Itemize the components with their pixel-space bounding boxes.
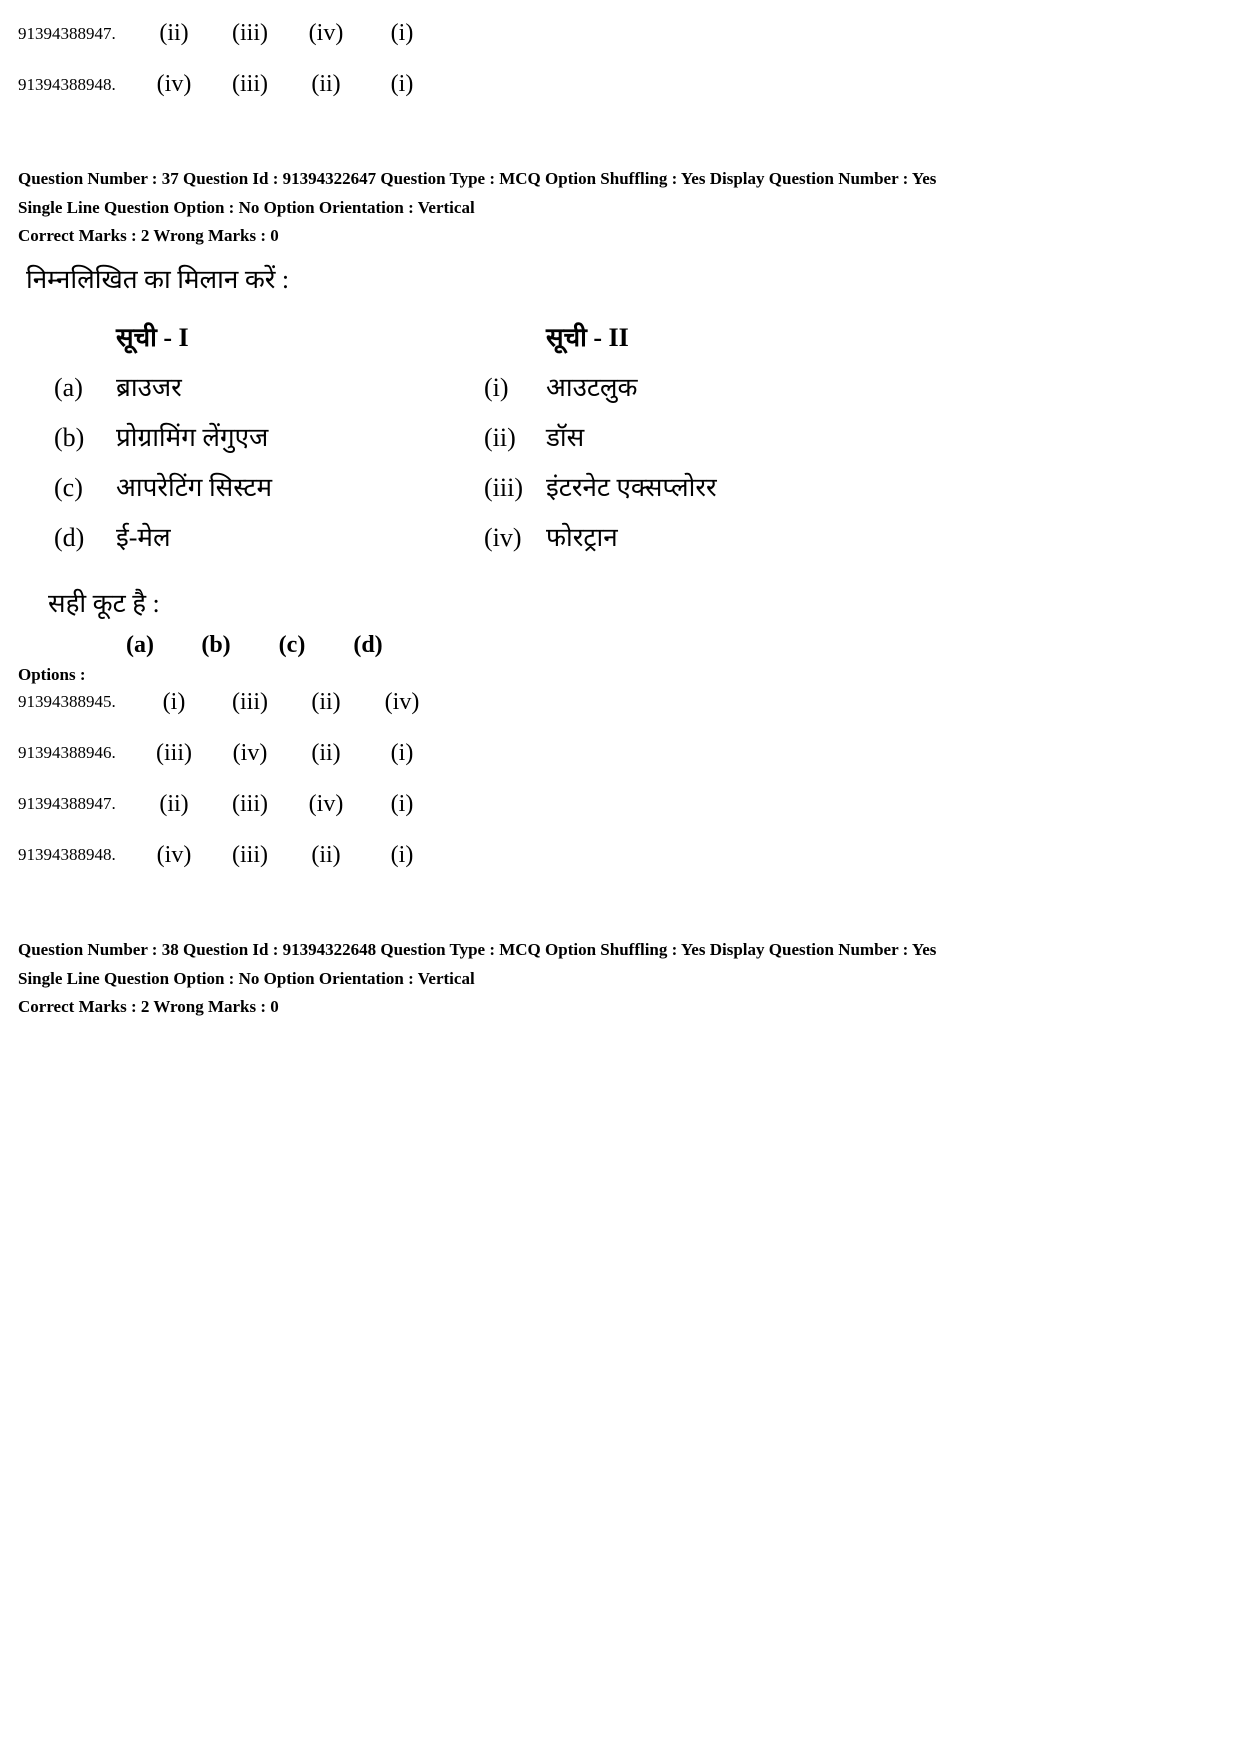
- option-id: 91394388947.: [18, 24, 150, 44]
- codes-header-cell: (c): [268, 632, 316, 659]
- roman-group: (iii) (iv) (ii) (i): [150, 740, 426, 767]
- roman-cell: (ii): [302, 842, 350, 869]
- roman-cell: (iii): [226, 842, 274, 869]
- option-id: 91394388946.: [18, 743, 150, 763]
- list-item: (a) ब्राउजर: [54, 368, 484, 404]
- option-row[interactable]: 91394388947. (ii) (iii) (iv) (i): [18, 791, 1222, 818]
- question-37: Question Number : 37 Question Id : 91394…: [18, 168, 1222, 869]
- list-item: (iv) फोरट्रान: [484, 518, 904, 554]
- list-item-label: (c): [54, 473, 116, 503]
- roman-cell: (iv): [302, 20, 350, 47]
- roman-cell: (ii): [150, 791, 198, 818]
- top-option-row: 91394388948. (iv) (iii) (ii) (i): [18, 71, 1222, 98]
- list-item-label: (d): [54, 523, 116, 553]
- roman-cell: (iii): [226, 71, 274, 98]
- roman-cell: (i): [378, 20, 426, 47]
- roman-cell: (iii): [226, 689, 274, 716]
- list-item-label: (iii): [484, 473, 546, 503]
- roman-group: (ii) (iii) (iv) (i): [150, 791, 426, 818]
- roman-group: (iv) (iii) (ii) (i): [150, 842, 426, 869]
- marks-line: Correct Marks : 2 Wrong Marks : 0: [18, 997, 1222, 1017]
- roman-cell: (iv): [150, 842, 198, 869]
- roman-cell: (i): [150, 689, 198, 716]
- list-item: (d) ई-मेल: [54, 518, 484, 554]
- roman-cell: (iv): [150, 71, 198, 98]
- list-item: (c) आपरेटिंग सिस्टम: [54, 468, 484, 504]
- options-label: Options :: [18, 665, 1222, 685]
- list-item-text: आपरेटिंग सिस्टम: [116, 468, 272, 504]
- roman-cell: (iv): [378, 689, 426, 716]
- roman-cell: (i): [378, 71, 426, 98]
- roman-cell: (iv): [302, 791, 350, 818]
- option-id: 91394388945.: [18, 692, 150, 712]
- roman-group: (ii) (iii) (iv) (i): [150, 20, 426, 47]
- options-block: 91394388945. (i) (iii) (ii) (iv) 9139438…: [18, 689, 1222, 869]
- marks-line: Correct Marks : 2 Wrong Marks : 0: [18, 226, 1222, 246]
- list-item-label: (a): [54, 373, 116, 403]
- codes-header-cell: (b): [192, 632, 240, 659]
- roman-cell: (ii): [302, 740, 350, 767]
- list-item-text: आउटलुक: [546, 368, 638, 404]
- question-38: Question Number : 38 Question Id : 91394…: [18, 939, 1222, 1017]
- option-id: 91394388948.: [18, 75, 150, 95]
- roman-cell: (iv): [226, 740, 274, 767]
- list-1: सूची - I (a) ब्राउजर (b) प्रोग्रामिंग ले…: [54, 318, 484, 568]
- list-item-label: (b): [54, 423, 116, 453]
- list-item: (ii) डॉस: [484, 418, 904, 454]
- list-item-label: (ii): [484, 423, 546, 453]
- codes-header-cell: (a): [116, 632, 164, 659]
- question-meta-line: Single Line Question Option : No Option …: [18, 197, 1222, 220]
- list-item-label: (i): [484, 373, 546, 403]
- top-options-block: 91394388947. (ii) (iii) (iv) (i) 9139438…: [18, 20, 1222, 98]
- match-lists: सूची - I (a) ब्राउजर (b) प्रोग्रामिंग ले…: [54, 318, 1222, 568]
- roman-cell: (i): [378, 842, 426, 869]
- roman-cell: (ii): [302, 689, 350, 716]
- list-2: सूची - II (i) आउटलुक (ii) डॉस (iii) इंटर…: [484, 318, 904, 568]
- question-meta-line: Question Number : 38 Question Id : 91394…: [18, 939, 1222, 962]
- roman-group: (iv) (iii) (ii) (i): [150, 71, 426, 98]
- list-item: (b) प्रोग्रामिंग लेंगुएज: [54, 418, 484, 454]
- option-row[interactable]: 91394388945. (i) (iii) (ii) (iv): [18, 689, 1222, 716]
- option-row[interactable]: 91394388948. (iv) (iii) (ii) (i): [18, 842, 1222, 869]
- list-item-text: डॉस: [546, 418, 584, 454]
- list-2-heading: सूची - II: [546, 318, 904, 354]
- option-row[interactable]: 91394388946. (iii) (iv) (ii) (i): [18, 740, 1222, 767]
- codes-header: (a) (b) (c) (d): [116, 632, 1222, 659]
- list-item-text: इंटरनेट एक्सप्लोरर: [546, 468, 717, 504]
- roman-cell: (iii): [226, 791, 274, 818]
- roman-cell: (i): [378, 791, 426, 818]
- question-prompt: निम्नलिखित का मिलान करें :: [26, 260, 1222, 296]
- list-item-label: (iv): [484, 523, 546, 553]
- option-id: 91394388948.: [18, 845, 150, 865]
- correct-code-label: सही कूट है :: [48, 584, 1222, 620]
- list-1-heading: सूची - I: [116, 318, 484, 354]
- roman-group: (i) (iii) (ii) (iv): [150, 689, 426, 716]
- question-meta-line: Single Line Question Option : No Option …: [18, 968, 1222, 991]
- list-item-text: ई-मेल: [116, 518, 171, 554]
- roman-cell: (iii): [226, 20, 274, 47]
- roman-cell: (ii): [150, 20, 198, 47]
- list-item-text: ब्राउजर: [116, 368, 182, 404]
- roman-cell: (ii): [302, 71, 350, 98]
- top-option-row: 91394388947. (ii) (iii) (iv) (i): [18, 20, 1222, 47]
- list-item-text: फोरट्रान: [546, 518, 618, 554]
- list-item-text: प्रोग्रामिंग लेंगुएज: [116, 418, 268, 454]
- question-meta-line: Question Number : 37 Question Id : 91394…: [18, 168, 1222, 191]
- option-id: 91394388947.: [18, 794, 150, 814]
- roman-cell: (iii): [150, 740, 198, 767]
- list-item: (i) आउटलुक: [484, 368, 904, 404]
- roman-cell: (i): [378, 740, 426, 767]
- codes-header-cell: (d): [344, 632, 392, 659]
- list-item: (iii) इंटरनेट एक्सप्लोरर: [484, 468, 904, 504]
